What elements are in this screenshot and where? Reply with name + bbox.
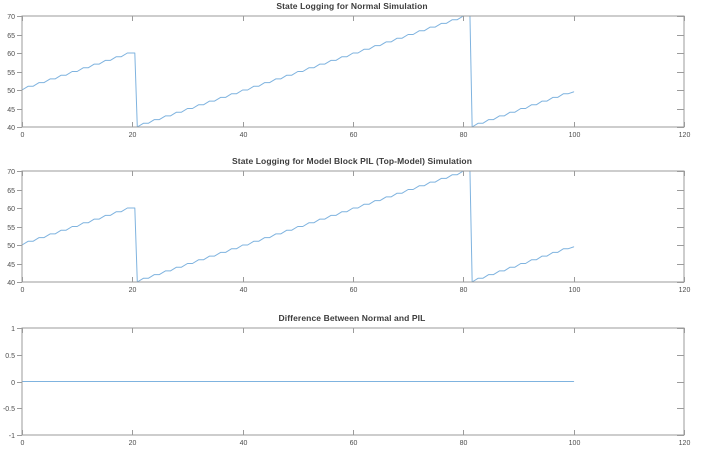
y-tick-label: 0 xyxy=(11,380,15,387)
y-tick-label: -0.5 xyxy=(3,406,15,413)
y-tick-label: -1 xyxy=(9,433,15,440)
x-tick-label: 0 xyxy=(21,287,25,294)
series-line-pil-state xyxy=(21,170,575,283)
x-tick-label: 80 xyxy=(460,287,468,294)
x-tick-label: 120 xyxy=(679,132,691,139)
x-tick-label: 60 xyxy=(350,132,358,139)
y-tick-label: 40 xyxy=(7,280,15,287)
subplot-2: 0 20 40 60 80 100 120 40 45 50 55 60 65 70 xyxy=(7,169,690,294)
y-tick-label: 0.5 xyxy=(5,353,15,360)
x-tick-label: 120 xyxy=(679,287,691,294)
y-tick-label: 70 xyxy=(7,169,15,176)
x-tick-label: 40 xyxy=(240,287,248,294)
y-tick-label: 45 xyxy=(7,262,15,269)
y-tick-label: 50 xyxy=(7,243,15,250)
axes-box xyxy=(21,170,685,283)
y-tick-label: 65 xyxy=(7,33,15,40)
subplot-2-title: State Logging for Model Block PIL (Top-M… xyxy=(232,156,472,166)
subplot-1-title: State Logging for Normal Simulation xyxy=(276,1,428,11)
y-tick-label: 65 xyxy=(7,188,15,195)
x-tick-label: 80 xyxy=(460,440,468,447)
x-tick-label: 20 xyxy=(129,440,137,447)
x-tick-label: 60 xyxy=(350,287,358,294)
series-line-normal-state xyxy=(21,15,575,128)
y-tick-label: 60 xyxy=(7,51,15,58)
x-tick-label: 40 xyxy=(240,440,248,447)
y-tick-label: 55 xyxy=(7,225,15,232)
y-tick-label: 55 xyxy=(7,70,15,77)
subplot-3: 0 20 40 60 80 100 120 -1 -0.5 0 0.5 1 xyxy=(3,326,691,447)
axes-box xyxy=(21,15,685,128)
y-tick-label: 40 xyxy=(7,125,15,132)
y-tick-label: 1 xyxy=(11,326,15,333)
x-tick-label: 0 xyxy=(21,440,25,447)
x-tick-label: 60 xyxy=(350,440,358,447)
x-tick-label: 20 xyxy=(129,287,137,294)
x-tick-label: 100 xyxy=(569,440,581,447)
x-tick-label: 0 xyxy=(21,132,25,139)
x-tick-label: 100 xyxy=(569,132,581,139)
x-tick-label: 40 xyxy=(240,132,248,139)
x-tick-label: 20 xyxy=(129,132,137,139)
y-tick-label: 70 xyxy=(7,14,15,21)
y-tick-label: 50 xyxy=(7,88,15,95)
x-tick-label: 80 xyxy=(460,132,468,139)
y-tick-label: 60 xyxy=(7,206,15,213)
x-tick-label: 120 xyxy=(679,440,691,447)
subplot-3-title: Difference Between Normal and PIL xyxy=(278,313,426,323)
y-tick-label: 45 xyxy=(7,107,15,114)
x-tick-label: 100 xyxy=(569,287,581,294)
subplot-1: 0 20 40 60 80 100 120 40 45 50 55 60 65 70 xyxy=(7,14,690,139)
